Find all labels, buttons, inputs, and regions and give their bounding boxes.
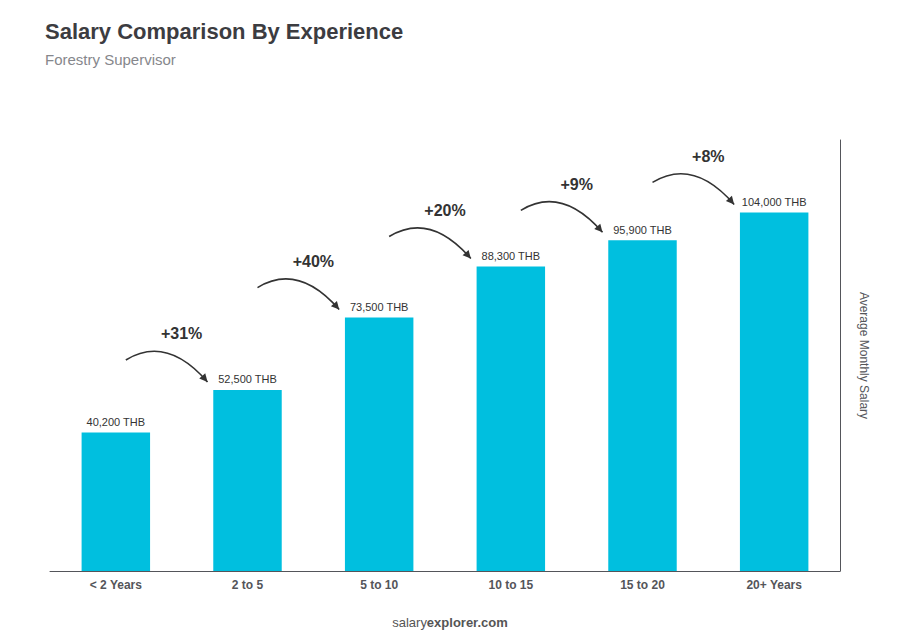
svg-text:5 to 10: 5 to 10 xyxy=(360,578,398,592)
svg-text:+8%: +8% xyxy=(692,148,724,165)
svg-text:+31%: +31% xyxy=(161,325,202,342)
svg-text:40,200 THB: 40,200 THB xyxy=(87,416,146,428)
svg-text:Salary Comparison By Experienc: Salary Comparison By Experience xyxy=(45,19,403,44)
svg-text:2 to 5: 2 to 5 xyxy=(232,578,264,592)
svg-text:104,000 THB: 104,000 THB xyxy=(742,196,807,208)
svg-text:88,300 THB: 88,300 THB xyxy=(482,250,541,262)
svg-text:95,900 THB: 95,900 THB xyxy=(613,224,672,236)
svg-text:+9%: +9% xyxy=(560,176,592,193)
svg-text:explorer.com: explorer.com xyxy=(427,615,508,630)
svg-text:15 to 20: 15 to 20 xyxy=(620,578,665,592)
svg-text:salary: salary xyxy=(392,615,427,630)
svg-text:+40%: +40% xyxy=(293,253,334,270)
svg-text:< 2 Years: < 2 Years xyxy=(90,578,142,592)
svg-text:52,500 THB: 52,500 THB xyxy=(218,373,277,385)
svg-text:10 to 15: 10 to 15 xyxy=(488,578,533,592)
svg-text:Forestry Supervisor: Forestry Supervisor xyxy=(45,51,176,68)
svg-text:73,500 THB: 73,500 THB xyxy=(350,301,409,313)
svg-text:+20%: +20% xyxy=(424,202,465,219)
svg-text:20+ Years: 20+ Years xyxy=(746,578,802,592)
svg-text:Average Monthly Salary: Average Monthly Salary xyxy=(857,292,871,419)
